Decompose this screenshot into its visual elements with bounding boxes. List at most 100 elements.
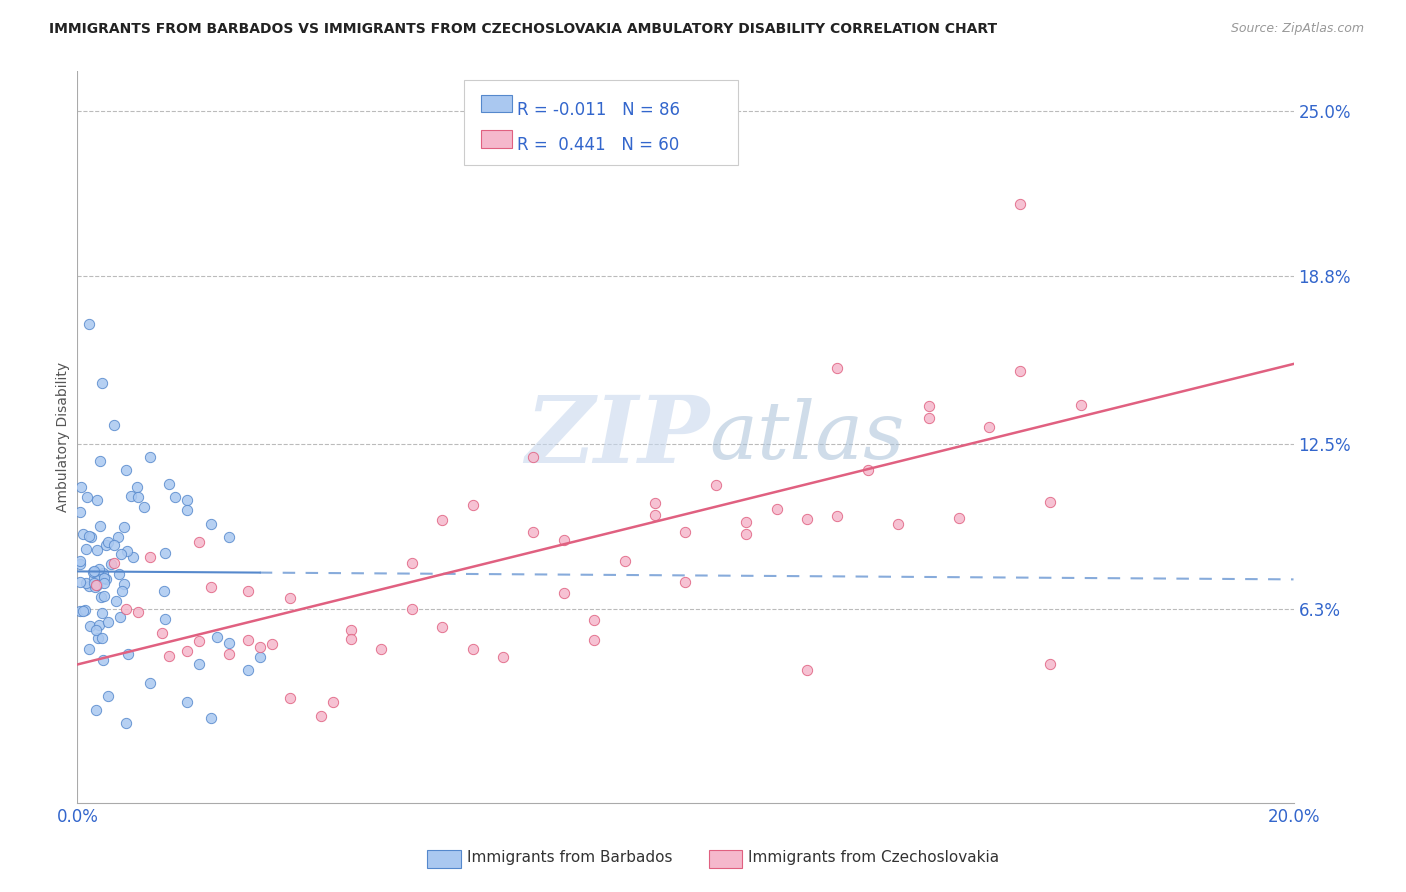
Point bbox=[83, 565, 105, 579]
Point bbox=[73, 603, 96, 617]
Text: Immigrants from Barbados: Immigrants from Barbados bbox=[467, 850, 672, 864]
Point bbox=[522, 450, 544, 464]
Point bbox=[918, 399, 941, 413]
Point bbox=[218, 530, 240, 544]
Point bbox=[89, 562, 111, 576]
Point bbox=[86, 493, 108, 508]
Point bbox=[188, 634, 211, 648]
Point bbox=[89, 618, 111, 632]
Point bbox=[83, 580, 105, 594]
Point bbox=[1039, 657, 1062, 672]
Point bbox=[132, 500, 155, 514]
Point bbox=[72, 604, 94, 618]
Point bbox=[69, 505, 91, 519]
Point bbox=[188, 657, 211, 672]
Point bbox=[97, 615, 120, 629]
Text: ZIP: ZIP bbox=[526, 392, 710, 482]
Point bbox=[112, 520, 135, 534]
Point bbox=[80, 530, 103, 544]
Point bbox=[152, 626, 174, 640]
Point bbox=[236, 633, 259, 648]
Point bbox=[765, 501, 787, 516]
Point bbox=[103, 418, 125, 433]
Point bbox=[91, 653, 114, 667]
Point bbox=[1070, 398, 1092, 412]
Point bbox=[84, 577, 107, 591]
Point bbox=[200, 516, 222, 531]
Point bbox=[553, 586, 575, 600]
Point bbox=[249, 640, 271, 654]
Point bbox=[86, 631, 108, 645]
Point bbox=[84, 623, 107, 637]
Point bbox=[107, 530, 129, 544]
Text: R = -0.011   N = 86: R = -0.011 N = 86 bbox=[517, 101, 681, 119]
Text: Immigrants from Czechoslovakia: Immigrants from Czechoslovakia bbox=[748, 850, 1000, 864]
Point bbox=[176, 644, 198, 658]
Point bbox=[108, 609, 131, 624]
Point bbox=[644, 496, 666, 510]
Point bbox=[76, 490, 98, 504]
Point bbox=[139, 676, 162, 690]
Point bbox=[79, 317, 101, 331]
Point bbox=[100, 557, 122, 571]
Point bbox=[93, 589, 115, 603]
Point bbox=[613, 554, 636, 568]
Point bbox=[163, 490, 186, 504]
Point bbox=[83, 576, 105, 591]
Point bbox=[110, 548, 132, 562]
Point bbox=[583, 613, 606, 627]
Point bbox=[188, 535, 211, 549]
Point bbox=[1008, 364, 1031, 378]
Point bbox=[79, 619, 101, 633]
Point bbox=[115, 544, 138, 558]
Point bbox=[94, 538, 117, 552]
Point bbox=[278, 591, 301, 605]
Point bbox=[153, 546, 176, 560]
Point bbox=[77, 579, 100, 593]
Point bbox=[340, 632, 363, 646]
Point bbox=[111, 583, 134, 598]
Point bbox=[1039, 495, 1062, 509]
Point bbox=[69, 604, 91, 618]
Point bbox=[492, 649, 515, 664]
Point bbox=[115, 463, 138, 477]
Point bbox=[948, 511, 970, 525]
Point bbox=[176, 492, 198, 507]
Point bbox=[89, 453, 111, 467]
Point bbox=[260, 637, 283, 651]
Text: R =  0.441   N = 60: R = 0.441 N = 60 bbox=[517, 136, 679, 154]
Point bbox=[84, 703, 107, 717]
Point bbox=[69, 554, 91, 568]
Point bbox=[86, 578, 108, 592]
Point bbox=[401, 557, 423, 571]
Point bbox=[75, 576, 97, 591]
Point bbox=[93, 571, 115, 585]
Point bbox=[827, 509, 849, 524]
Point bbox=[70, 479, 93, 493]
Text: IMMIGRANTS FROM BARBADOS VS IMMIGRANTS FROM CZECHOSLOVAKIA AMBULATORY DISABILITY: IMMIGRANTS FROM BARBADOS VS IMMIGRANTS F… bbox=[49, 22, 997, 37]
Point bbox=[553, 533, 575, 548]
Point bbox=[90, 590, 112, 604]
Point bbox=[675, 525, 697, 540]
Point bbox=[90, 631, 112, 645]
Point bbox=[91, 606, 114, 620]
Point bbox=[72, 526, 94, 541]
Point bbox=[735, 515, 758, 529]
Point bbox=[121, 549, 143, 564]
Point bbox=[430, 513, 453, 527]
Point bbox=[139, 550, 162, 565]
Point bbox=[796, 663, 818, 677]
Point bbox=[139, 450, 162, 464]
Point bbox=[103, 538, 125, 552]
Point bbox=[87, 568, 110, 582]
Point bbox=[157, 476, 180, 491]
Point bbox=[236, 583, 259, 598]
Point bbox=[200, 580, 222, 594]
Point bbox=[103, 557, 125, 571]
Point bbox=[856, 463, 879, 477]
Point bbox=[90, 376, 112, 390]
Point bbox=[675, 574, 697, 589]
Point bbox=[120, 489, 142, 503]
Point bbox=[127, 605, 149, 619]
Point bbox=[157, 648, 180, 663]
